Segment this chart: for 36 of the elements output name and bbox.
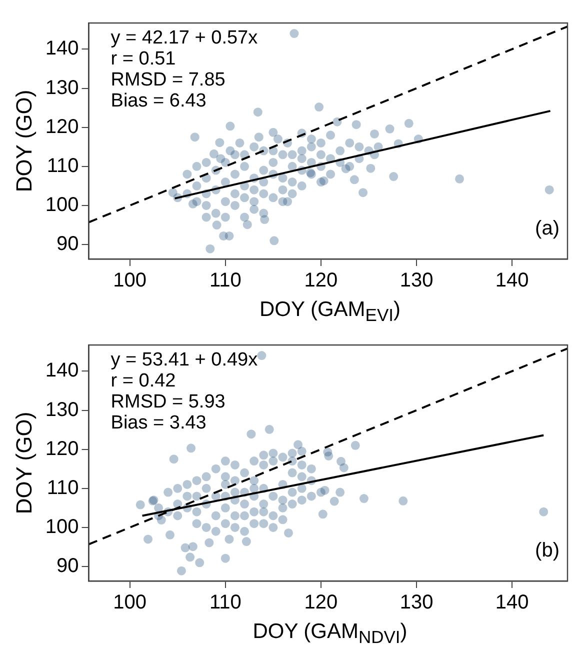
y-tick-label: 130 (45, 398, 79, 421)
x-tick-label: 100 (113, 592, 147, 614)
y-tick-label: 90 (56, 233, 79, 256)
annotation: y = 53.41 + 0.49x (110, 350, 258, 371)
x-tick-label: 110 (209, 270, 242, 292)
x-tick-label: 100 (113, 270, 147, 292)
y-tick-label: 140 (45, 360, 79, 382)
y-tick-label: 100 (45, 516, 79, 538)
annotation: Bias = 3.43 (110, 412, 206, 434)
annotation: RMSD = 5.93 (110, 392, 226, 413)
annotation: Bias = 6.43 (110, 90, 206, 112)
annotation: RMSD = 7.85 (110, 70, 226, 91)
y-axis-title: DOY (GO) (11, 90, 36, 192)
x-axis-title: DOY (GAM$_{NDVI}$) (252, 619, 408, 650)
y-tick-label: 110 (46, 154, 79, 177)
x-tick-label: 130 (400, 270, 434, 292)
x-tick-label: 140 (495, 592, 529, 614)
y-tick-label: 120 (45, 438, 79, 460)
annotation: r = 0.51 (110, 48, 176, 70)
annotation: r = 0.42 (110, 370, 176, 392)
y-tick-label: 90 (56, 555, 79, 578)
y-tick-label: 110 (46, 476, 79, 499)
text: (a) (535, 218, 560, 240)
y-tick-label: 100 (45, 194, 79, 216)
x-tick-label: 110 (209, 592, 242, 614)
x-tick-label: 120 (304, 270, 338, 292)
y-tick-label: 130 (45, 76, 79, 99)
x-tick-label: 140 (495, 270, 529, 292)
y-tick-label: 120 (45, 116, 79, 138)
x-tick-label: 120 (304, 592, 338, 614)
y-tick-label: 140 (45, 38, 79, 60)
x-axis-title: DOY (GAM$_{EVI}$) (258, 297, 402, 328)
text: (b) (535, 540, 560, 562)
y-axis-title: DOY (GO) (11, 412, 36, 514)
x-tick-label: 130 (400, 592, 434, 614)
annotation: y = 42.17 + 0.57x (110, 28, 258, 49)
